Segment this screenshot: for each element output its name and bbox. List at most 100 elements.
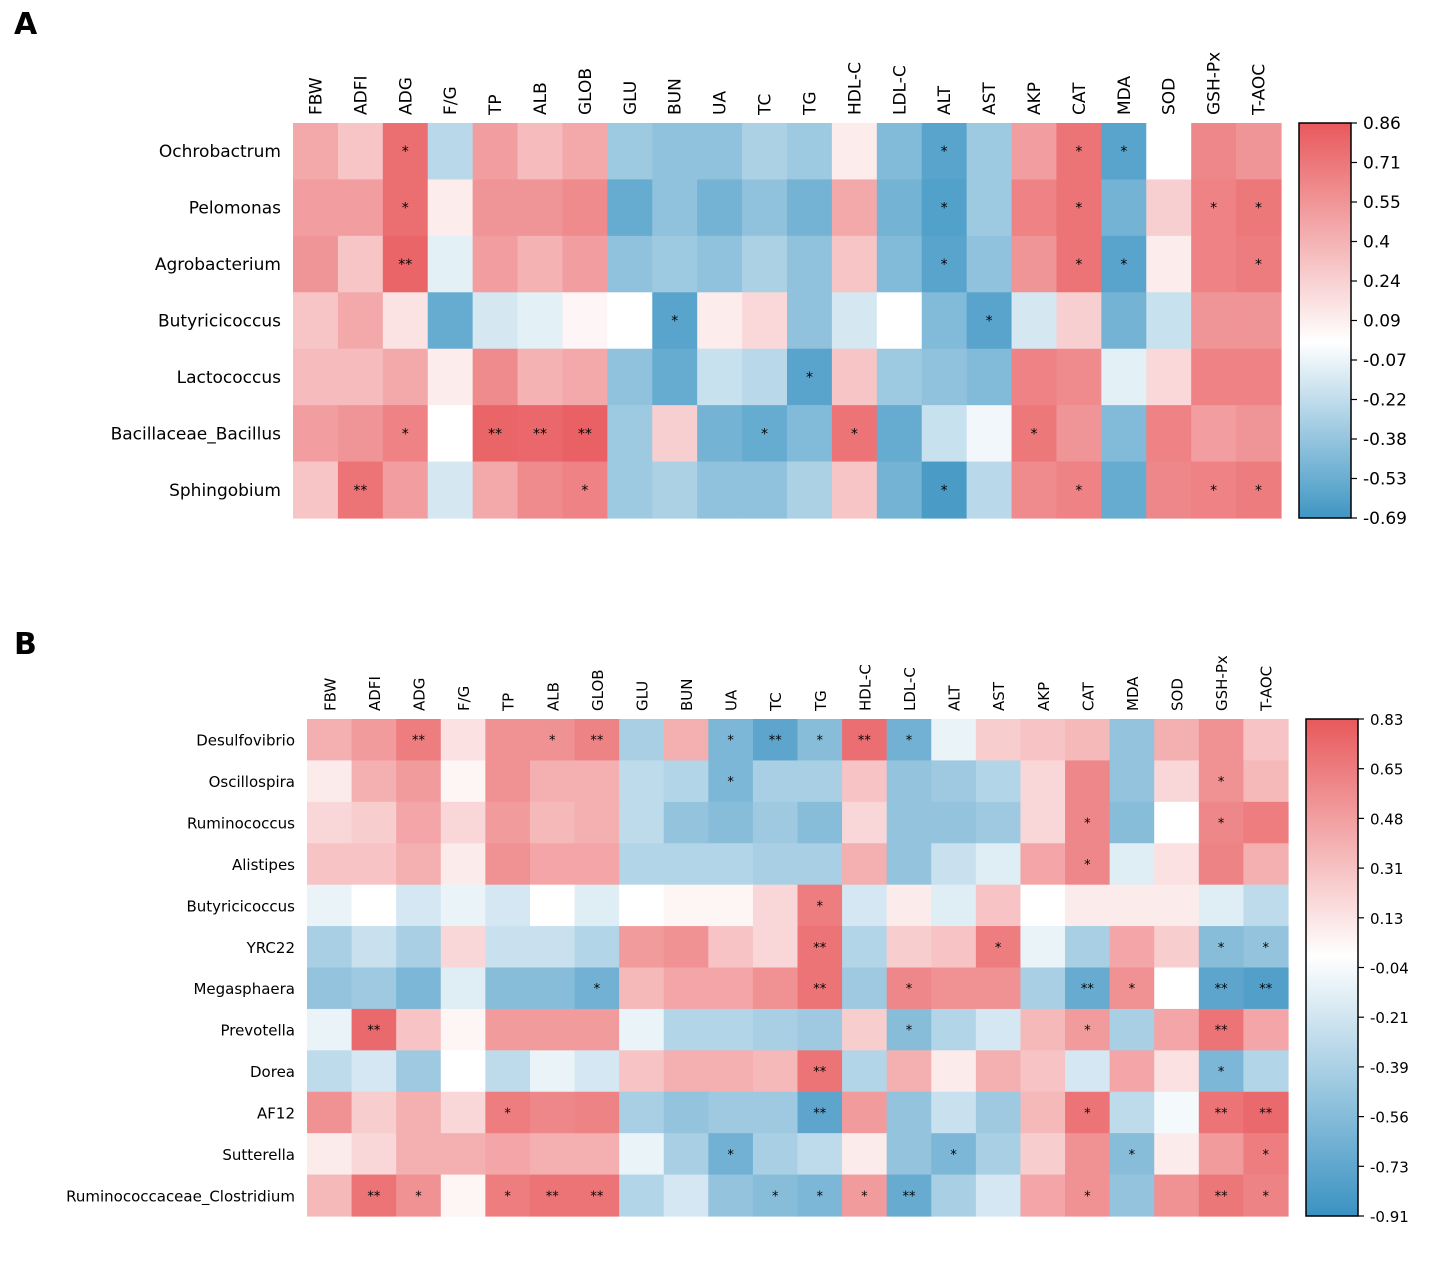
heatmap-cell-a-r3-c17: [1056, 292, 1102, 350]
heatmap-cell-b-r11-c0: [307, 1174, 353, 1217]
heatmap-cell-a-r5-c18: [1101, 405, 1147, 463]
heatmap-cell-a-r5-c17: [1056, 405, 1102, 463]
heatmap-cell-a-r1-c19: [1146, 179, 1192, 237]
heatmap-cell-b-r5-c10: [752, 926, 799, 969]
heatmap-cell-b-r4-c20: [1198, 884, 1245, 927]
column-label-a-15: AST: [980, 82, 1000, 115]
heatmap-cell-b-r6-c9: [708, 967, 754, 1010]
heatmap-cell-b-r7-c15: [975, 1008, 1022, 1051]
heatmap-cell-b-r8-c13: [886, 1050, 932, 1093]
heatmap-cell-b-r10-c12: [842, 1133, 888, 1176]
column-label-b-17: CAT: [1079, 681, 1097, 711]
heatmap-cell-a-r2-c9: [697, 235, 743, 293]
heatmap-cell-b-r3-c14: [931, 843, 977, 886]
heatmap-cell-b-r4-c10: [752, 884, 799, 927]
heatmap-cell-a-r4-c6: [562, 348, 608, 406]
heatmap-cell-b-r3-c21: [1243, 843, 1289, 886]
heatmap-cell-a-r0-c11: [787, 123, 833, 181]
colorbar-tick-label-b-2: 0.48: [1370, 810, 1403, 828]
significance-mark-b-r11-c13: **: [902, 1189, 916, 1204]
heatmap-cell-b-r5-c4: [485, 926, 531, 969]
heatmap-cell-b-r8-c16: [1020, 1050, 1066, 1093]
heatmap-cell-b-r5-c13: [886, 926, 932, 969]
significance-mark-b-r2-c20: *: [1218, 817, 1225, 832]
heatmap-cell-b-r11-c13: [886, 1174, 932, 1217]
heatmap-cell-b-r6-c15: [975, 967, 1022, 1010]
heatmap-cell-b-r11-c2: [396, 1174, 442, 1217]
heatmap-cell-b-r2-c20: [1198, 801, 1245, 844]
heatmap-cell-a-r1-c15: [966, 179, 1013, 237]
heatmap-cell-b-r6-c17: [1065, 967, 1111, 1010]
heatmap-cell-b-r0-c15: [975, 719, 1022, 762]
heatmap-cell-a-r6-c7: [607, 461, 653, 519]
heatmap-cell-b-r10-c20: [1198, 1133, 1245, 1176]
significance-mark-b-r10-c9: *: [727, 1148, 734, 1163]
heatmap-cell-a-r5-c20: [1191, 405, 1237, 463]
heatmap-cell-b-r2-c17: [1065, 801, 1111, 844]
heatmap-cell-b-r8-c12: [842, 1050, 888, 1093]
heatmap-cell-b-r3-c15: [975, 843, 1022, 886]
heatmap-cell-b-r0-c0: [307, 719, 353, 762]
heatmap-cell-b-r8-c3: [440, 1050, 486, 1093]
row-label-b-0: Desulfovibrio: [196, 732, 295, 750]
heatmap-cell-b-r8-c4: [485, 1050, 531, 1093]
heatmap-cell-a-r3-c13: [876, 292, 923, 350]
significance-mark-a-r4-c11: *: [806, 370, 813, 386]
heatmap-cell-b-r2-c18: [1109, 801, 1155, 844]
heatmap-cell-a-r5-c6: [562, 405, 608, 463]
heatmap-cell-b-r6-c12: [842, 967, 888, 1010]
heatmap-cell-a-r6-c4: [472, 461, 519, 519]
column-label-a-4: TP: [486, 94, 506, 116]
heatmap-cell-b-r5-c19: [1154, 926, 1200, 969]
heatmap-cell-b-r7-c17: [1065, 1008, 1111, 1051]
heatmap-cell-b-r3-c3: [440, 843, 486, 886]
heatmap-cell-b-r9-c9: [708, 1091, 754, 1134]
heatmap-cell-b-r2-c15: [975, 801, 1022, 844]
heatmap-cell-a-r3-c0: [293, 292, 339, 350]
heatmap-cell-b-r0-c9: [708, 719, 754, 762]
heatmap-cell-a-r6-c1: [337, 461, 384, 519]
significance-mark-b-r11-c11: *: [817, 1189, 824, 1204]
column-label-b-7: GLU: [633, 681, 651, 711]
heatmap-cell-a-r0-c17: [1056, 123, 1102, 181]
column-label-a-9: UA: [711, 91, 731, 115]
heatmap-cell-a-r5-c12: [831, 405, 878, 463]
column-label-a-10: TC: [756, 94, 776, 116]
heatmap-cell-b-r10-c9: [708, 1133, 754, 1176]
heatmap-cell-b-r0-c17: [1065, 719, 1111, 762]
heatmap-cell-b-r1-c0: [307, 760, 353, 803]
heatmap-cell-b-r5-c6: [574, 926, 620, 969]
column-label-a-5: ALB: [531, 82, 551, 115]
heatmap-cell-b-r0-c21: [1243, 719, 1289, 762]
heatmap-cell-b-r0-c12: [842, 719, 888, 762]
row-label-a-4: Lactococcus: [177, 368, 282, 388]
heatmap-cell-b-r10-c2: [396, 1133, 442, 1176]
heatmap-cell-b-r2-c2: [396, 801, 442, 844]
colorbar-tick-label-b-1: 0.65: [1370, 761, 1403, 779]
heatmap-cell-b-r2-c16: [1020, 801, 1066, 844]
heatmap-cell-a-r4-c16: [1011, 348, 1058, 406]
heatmap-cell-b-r7-c7: [619, 1008, 665, 1051]
heatmap-cell-b-r10-c14: [931, 1133, 977, 1176]
heatmap-panel-a: * * * ** * * * *** * * * ** *** ** ** ** * * *** * * * * *FBW AD…: [111, 52, 1407, 529]
significance-mark-b-r6-c17: **: [1081, 982, 1095, 997]
heatmap-cell-b-r11-c5: [529, 1174, 576, 1217]
heatmap-cell-a-r3-c12: [831, 292, 878, 350]
heatmap-cell-a-r0-c8: [652, 123, 698, 181]
heatmap-cell-b-r3-c12: [842, 843, 888, 886]
heatmap-cell-b-r1-c12: [842, 760, 888, 803]
column-label-b-0: FBW: [321, 678, 339, 711]
heatmap-cell-b-r9-c11: [797, 1091, 843, 1134]
row-label-b-3: Alistipes: [232, 856, 295, 874]
significance-mark-b-r0-c2: **: [412, 734, 426, 749]
significance-mark-a-r5-c5: **: [533, 426, 547, 442]
heatmap-cell-b-r3-c8: [663, 843, 709, 886]
heatmap-cell-b-r10-c19: [1154, 1133, 1200, 1176]
heatmap-cell-a-r5-c5: [517, 405, 564, 463]
heatmap-cell-b-r0-c4: [485, 719, 531, 762]
significance-mark-b-r0-c10: **: [769, 734, 783, 749]
heatmap-cell-b-r3-c20: [1198, 843, 1245, 886]
heatmap-cell-a-r1-c16: [1011, 179, 1058, 237]
heatmap-cell-b-r11-c14: [931, 1174, 977, 1217]
heatmap-cell-b-r9-c0: [307, 1091, 353, 1134]
